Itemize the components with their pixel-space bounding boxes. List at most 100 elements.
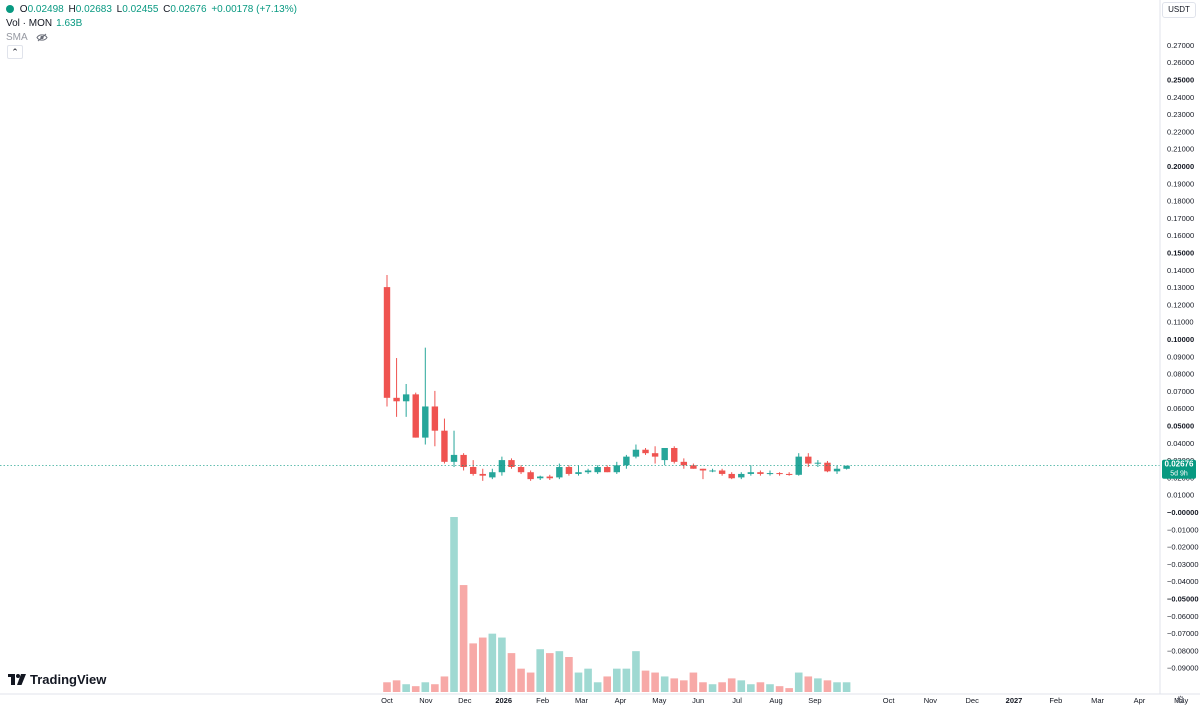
currency-button[interactable]: USDT (1162, 2, 1196, 18)
price-tick-label: 0.17000 (1167, 214, 1194, 223)
time-tick-label: Dec (458, 696, 472, 705)
price-tick-label: 0.13000 (1167, 283, 1194, 292)
candle (671, 446, 678, 464)
time-tick-label: Oct (381, 696, 394, 705)
volume-bar (794, 672, 803, 692)
candle (508, 458, 515, 469)
candle (623, 454, 630, 469)
candle (613, 461, 620, 474)
time-tick-label: Apr (1134, 696, 1146, 705)
candle (450, 430, 458, 468)
open-key: O (19, 4, 28, 15)
volume-bar (641, 670, 650, 692)
volume-bar (660, 676, 669, 692)
price-tick-label: 0.16000 (1167, 231, 1194, 240)
price-tick-label: 0.05000 (1167, 422, 1194, 431)
candle (479, 468, 486, 481)
candle (489, 468, 496, 480)
candle (709, 468, 716, 473)
volume-bar (833, 682, 841, 692)
price-tick-label: −0.08000 (1167, 646, 1199, 655)
price-tick-label: −0.01000 (1167, 525, 1199, 534)
volume-bar (555, 651, 564, 692)
time-tick-label: Jun (692, 696, 704, 705)
gear-icon[interactable]: ⚙ (1176, 695, 1185, 706)
high-key: H (68, 4, 76, 15)
volume-bar (727, 678, 736, 692)
candle (565, 465, 573, 476)
high-value: 0.02683 (75, 4, 112, 15)
eye-icon[interactable] (36, 33, 48, 46)
open-value: 0.02498 (27, 4, 64, 15)
volume-bar (565, 657, 573, 692)
candle (527, 470, 534, 481)
volume-bar (699, 682, 707, 692)
candle (747, 465, 755, 476)
volume-label: Vol · MON (6, 18, 53, 29)
close-key: C (163, 4, 171, 15)
low-value: 0.02455 (122, 4, 159, 15)
time-tick-label: Jul (732, 696, 742, 705)
candle (383, 274, 391, 407)
volume-bar (402, 684, 410, 692)
volume-bar (737, 680, 746, 692)
volume-bars (383, 517, 851, 692)
candle (795, 453, 802, 476)
price-tick-label: 0.23000 (1167, 110, 1194, 119)
volume-bar (440, 676, 449, 692)
candle (604, 465, 611, 473)
volume-bar (593, 682, 602, 692)
price-tick-label: 0.08000 (1167, 370, 1194, 379)
time-tick-label: Feb (536, 696, 549, 705)
tradingview-logo[interactable]: TradingView (8, 672, 106, 687)
volume-bar (651, 672, 659, 692)
volume-bar (603, 676, 612, 692)
price-tick-label: 0.25000 (1167, 76, 1194, 85)
volume-bar (488, 633, 497, 692)
volume-legend[interactable]: Vol · MON 1.63B (6, 18, 82, 30)
time-tick-label: Nov (924, 696, 938, 705)
volume-bar (421, 682, 430, 692)
price-tick-label: 0.24000 (1167, 93, 1194, 102)
candle (805, 453, 812, 468)
price-tick-label: 0.07000 (1167, 387, 1194, 396)
low-key: L (116, 4, 123, 15)
tradingview-logo-icon (8, 674, 26, 685)
volume-bar (478, 637, 487, 692)
price-tick-label: −0.09000 (1167, 664, 1199, 673)
volume-bar (775, 686, 784, 692)
price-tick-label: 0.14000 (1167, 266, 1194, 275)
price-tick-label: −0.05000 (1167, 595, 1199, 604)
volume-bar (574, 672, 583, 692)
time-tick-label: May (1174, 696, 1188, 705)
candle (632, 444, 640, 459)
volume-bar (632, 651, 640, 692)
volume-bar (411, 686, 420, 692)
sma-label: SMA (6, 32, 28, 43)
candle (814, 460, 822, 468)
volume-bar (804, 676, 813, 692)
candle (776, 472, 783, 476)
time-tick-label: Aug (769, 696, 782, 705)
volume-bar (718, 682, 726, 692)
price-tick-label: 0.04000 (1167, 439, 1194, 448)
time-axis: Oct Nov Dec 2026 Feb Mar Apr May Jun Jul Aug Sep Oct… (381, 696, 1188, 705)
price-tick-label: 0.12000 (1167, 300, 1194, 309)
candle (469, 460, 477, 476)
volume-bar (450, 517, 458, 692)
candle (498, 456, 506, 476)
candle (556, 463, 563, 480)
time-tick-label: 2027 (1006, 696, 1023, 705)
price-tick-label: −0.02000 (1167, 543, 1199, 552)
price-tick-label: 0.10000 (1167, 335, 1194, 344)
volume-bar (392, 680, 401, 692)
sma-legend[interactable]: SMA (6, 32, 48, 46)
volume-bar (785, 688, 793, 692)
volume-bar (670, 678, 679, 692)
price-tick-label: −0.00000 (1167, 508, 1199, 517)
volume-bar (613, 668, 621, 692)
volume-bar (459, 585, 468, 692)
volume-bar (536, 649, 544, 692)
collapse-legend-button[interactable]: ⌃ (7, 45, 23, 59)
